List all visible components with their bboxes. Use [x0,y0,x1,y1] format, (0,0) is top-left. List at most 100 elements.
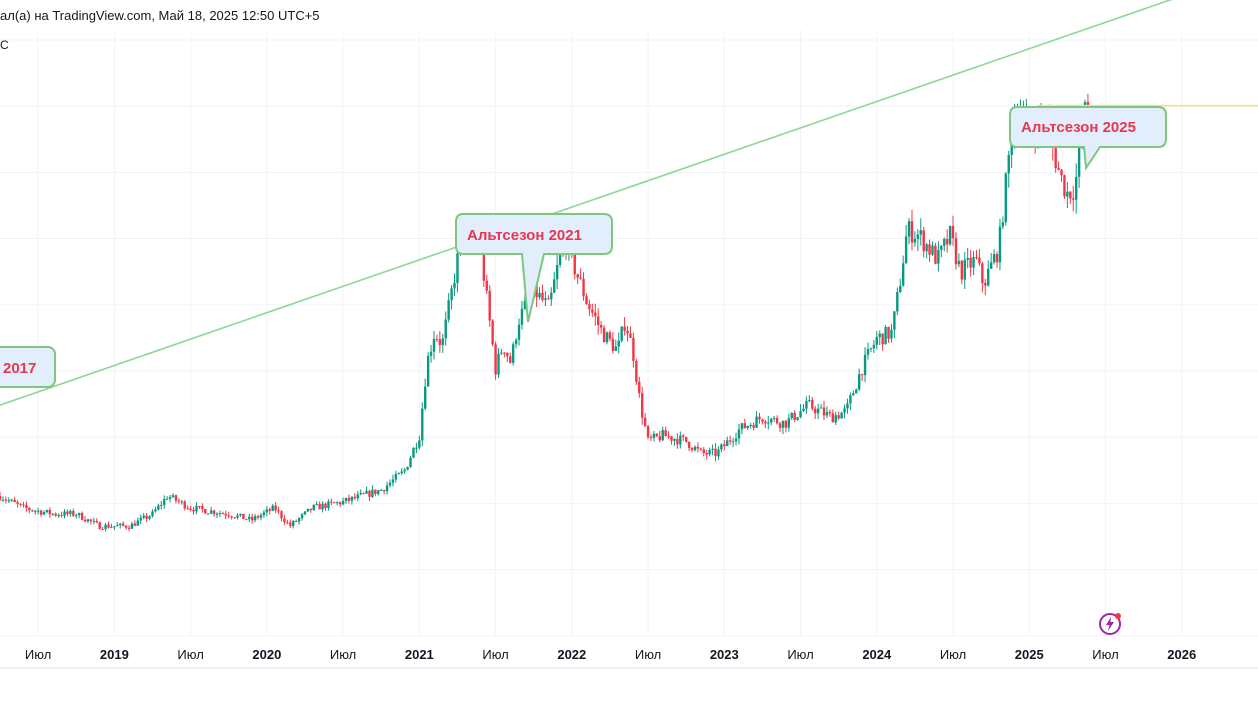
candle-body [585,296,588,305]
candle-body [168,497,172,499]
candle-body [309,508,313,511]
candle-body [283,518,286,523]
candle-body [805,401,808,409]
candle-body [154,509,157,512]
candle-body [204,509,207,514]
candle-body [341,500,345,505]
candle-body [1057,168,1060,170]
callout-altseason-2017[interactable]: 2017 [0,346,56,388]
candle-body [511,344,515,363]
candle-body [679,435,682,445]
candle-body [693,446,697,451]
candle-body [48,509,52,515]
candle-body [432,339,436,352]
candle-body [969,257,972,268]
candle-body [588,304,591,310]
candle-body [989,262,993,269]
candle-body [494,344,497,375]
candle-body [286,522,289,524]
candle-body [497,353,500,375]
candle-body [441,338,444,345]
symbol-label-fragment: C [0,38,9,52]
candle-body [626,330,629,334]
candle-body [385,485,389,492]
x-tick-label: 2026 [1167,647,1196,662]
candle-body [901,263,905,286]
x-tick-label: Июл [787,647,813,662]
candle-body [151,511,154,517]
candle-body [940,245,943,250]
candle-body [212,510,216,515]
candle-body [294,520,298,522]
candle-body [772,417,776,419]
candle-body [608,332,612,339]
candle-body [1077,145,1081,177]
candle-body [629,333,632,338]
candle-body [488,290,491,321]
candle-body [520,308,524,325]
x-tick-label: Июл [25,647,51,662]
candle-body [45,509,49,513]
candle-body [186,508,189,510]
x-tick-label: 2022 [557,647,586,662]
candle-body [83,519,87,522]
candle-body [723,444,726,447]
candle-body [638,381,641,394]
candle-body [63,511,66,516]
candle-body [397,473,401,475]
candle-body [435,339,439,341]
candle-body [66,511,69,514]
candle-body [1072,198,1075,200]
candle-body [960,260,964,280]
candle-body [174,495,178,501]
candle-body [77,513,81,516]
candle-body [840,412,843,419]
candle-body [300,514,304,519]
candle-body [925,244,928,252]
candle-body [119,523,122,526]
chart-attribution: ал(а) на TradingView.com, Май 18, 2025 1… [0,8,320,23]
candle-body [855,389,858,394]
candle-body [761,419,764,422]
candle-body [330,501,333,503]
candle-body [192,509,195,512]
candle-body [31,510,34,512]
candle-body [928,244,931,255]
candle-body [145,515,148,519]
candle-body [344,497,348,501]
candle-body [646,426,650,438]
candle-body [1063,175,1066,197]
candle-body [110,526,113,528]
candle-body [670,436,673,441]
candle-body [239,513,242,516]
x-tick-label: Июл [1092,647,1118,662]
candle-body [808,400,811,402]
callout-altseason-2021[interactable]: Альтсезон 2021 [455,213,613,323]
candle-body [555,264,559,280]
trend-line[interactable] [0,0,1258,406]
candle-body [444,319,447,339]
candle-body [60,515,63,517]
lightning-icon[interactable] [1098,612,1122,636]
candle-body [658,436,661,441]
candle-body [655,433,659,437]
candle-body [623,326,626,331]
candle-body [1,499,5,501]
candle-body [605,332,609,343]
candle-body [256,516,260,518]
x-tick-label: Июл [177,647,203,662]
candle-body [92,520,96,522]
candle-body [80,513,84,520]
candle-body [770,418,773,423]
candle-body [148,516,151,519]
candle-body [107,524,110,528]
callout-altseason-2025[interactable]: Альтсезон 2025 [1009,106,1167,171]
grid-lines [0,30,1258,669]
candle-body [400,471,403,474]
candle-body [453,282,456,289]
candle-body [881,333,884,345]
candle-body [180,501,184,503]
candle-body [825,412,829,416]
candle-body [72,511,75,516]
